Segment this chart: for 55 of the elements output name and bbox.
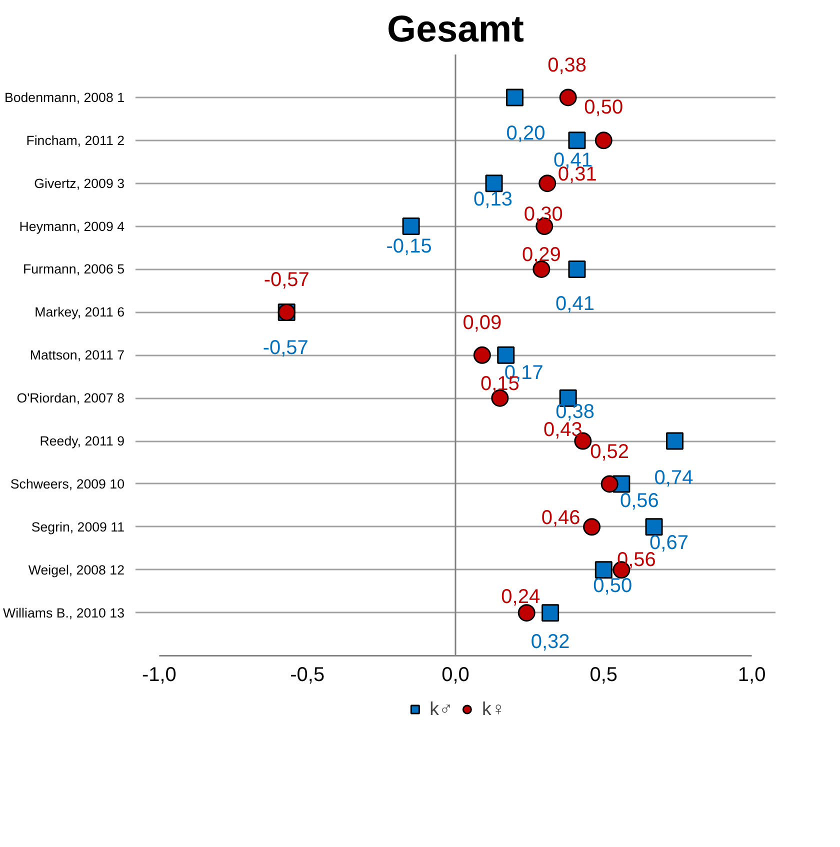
data-label: 0,74 [654,467,694,490]
y-tick-label: Segrin, 2009 11 [31,519,125,534]
y-tick-label: Schweers, 2009 10 [10,476,125,492]
point [568,260,586,278]
y-tick-label: Bodenmann, 2008 1 [4,90,125,105]
x-tick-label: 0,5 [590,664,618,686]
y-tick-label: Mattson, 2011 7 [30,348,124,363]
data-label: 0,09 [462,312,502,334]
point [568,132,586,150]
x-tick-label: -1,0 [142,664,176,686]
y-tick-label: Reedy, 2011 9 [40,434,125,449]
data-label: 0,38 [548,54,587,76]
data-label: -0,57 [262,337,308,360]
legend-label: k♂ [430,698,453,720]
data-label: 0,52 [590,440,630,463]
point [645,518,663,536]
y-tick-label: Williams B., 2010 13 [3,605,124,620]
point [559,88,577,106]
legend-label: k♀ [482,698,506,720]
data-label: -0,57 [264,269,310,292]
y-tick-label: Weigel, 2008 12 [28,562,125,578]
x-tick-label: 0,0 [442,664,470,686]
point [583,518,601,536]
point [497,346,515,364]
point [402,218,420,236]
point [594,561,612,579]
y-tick-label: Heymann, 2009 4 [19,218,126,234]
data-label: 0,56 [620,490,659,512]
point [600,475,618,493]
point [542,604,560,622]
data-label: 0,46 [541,506,580,529]
data-label: 0,32 [530,630,570,653]
x-tick-label: 1,0 [738,664,766,686]
x-tick-label: -0,5 [290,664,325,686]
point [666,432,684,450]
data-label: 0,41 [556,293,594,316]
data-label: 0,30 [524,203,563,226]
point [594,132,612,150]
y-tick-label: Givertz, 2009 3 [34,176,125,191]
y-tick-label: O'Riordan, 2007 8 [16,390,125,406]
data-label: 0,50 [584,96,624,118]
chart-title: Gesamt [387,8,524,50]
point [485,174,503,192]
point [473,346,491,364]
point [506,88,524,106]
y-tick-label: Furmann, 2006 5 [22,262,125,277]
data-label: 0,29 [522,244,561,266]
data-label: 0,50 [593,574,632,597]
data-label: 0,20 [506,122,546,144]
y-tick-label: Markey, 2011 6 [34,304,125,320]
data-label: -0,15 [386,235,432,258]
point [538,174,556,192]
data-label: 0,24 [501,586,540,608]
y-tick-label: Fincham, 2011 2 [26,132,125,148]
data-label: 0,13 [474,188,512,210]
